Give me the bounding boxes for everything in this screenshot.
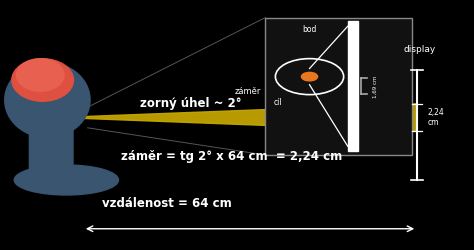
Text: 1,69 cm: 1,69 cm xyxy=(373,75,378,98)
FancyBboxPatch shape xyxy=(29,122,73,178)
Ellipse shape xyxy=(17,59,64,91)
Ellipse shape xyxy=(12,59,73,101)
Bar xyxy=(265,18,412,155)
Text: bod: bod xyxy=(302,25,317,34)
Text: 2,24
cm: 2,24 cm xyxy=(428,108,444,127)
Text: display: display xyxy=(403,45,436,54)
Ellipse shape xyxy=(5,62,90,138)
Text: záměr: záměr xyxy=(235,87,261,96)
Polygon shape xyxy=(85,104,417,131)
Text: vzdálenost = 64 cm: vzdálenost = 64 cm xyxy=(102,197,232,210)
Text: záměr = tg 2° x 64 cm  = 2,24 cm: záměr = tg 2° x 64 cm = 2,24 cm xyxy=(121,150,342,163)
Circle shape xyxy=(301,72,318,81)
Ellipse shape xyxy=(14,165,118,195)
Text: zorný úhel ~ 2°: zorný úhel ~ 2° xyxy=(140,97,241,110)
Polygon shape xyxy=(348,21,358,151)
Text: cíl: cíl xyxy=(274,98,283,107)
